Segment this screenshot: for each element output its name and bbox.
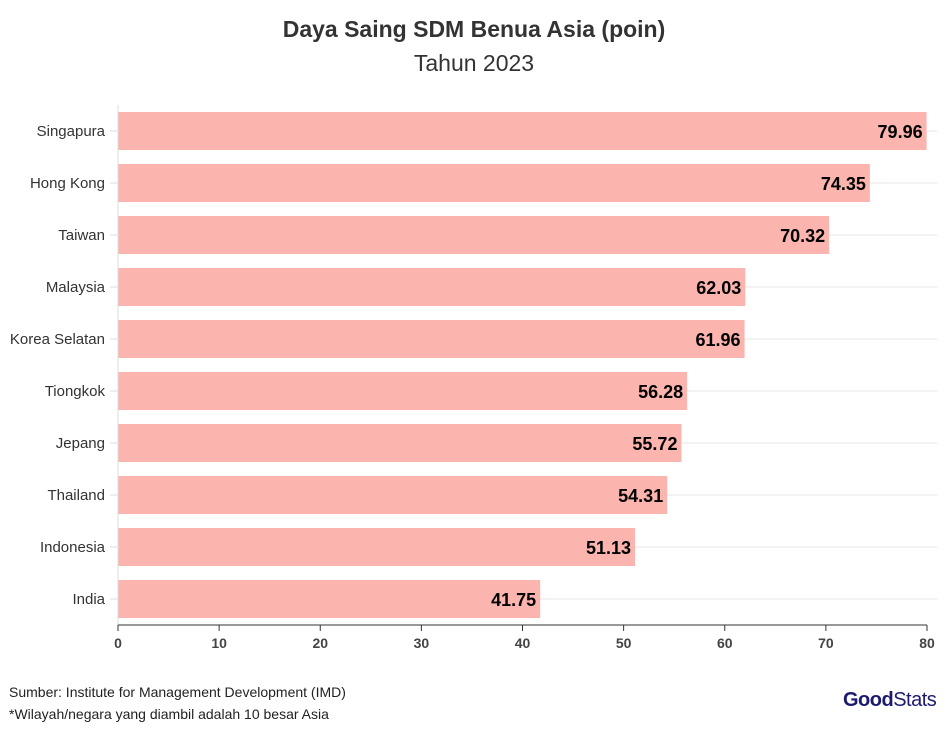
x-tick-label: 60	[717, 635, 733, 651]
category-label: Jepang	[56, 435, 105, 452]
category-label: Malaysia	[46, 279, 106, 296]
x-tick-label: 70	[818, 635, 834, 651]
value-label: 56.28	[638, 382, 683, 402]
bar	[118, 424, 682, 462]
bar	[118, 528, 636, 566]
value-label: 61.96	[696, 330, 741, 350]
category-label: Taiwan	[58, 227, 105, 244]
chart-subtitle: Tahun 2023	[413, 50, 535, 76]
logo-regular: Stats	[893, 689, 937, 711]
category-label: Singapura	[37, 123, 106, 140]
source-text: Sumber: Institute for Management Develop…	[9, 684, 346, 700]
value-label: 79.96	[878, 122, 923, 142]
x-tick-label: 10	[211, 635, 227, 651]
category-label: Tiongkok	[45, 383, 106, 400]
bar	[118, 372, 688, 410]
bar	[118, 320, 745, 358]
x-tick-label: 80	[919, 635, 935, 651]
category-label: Hong Kong	[30, 175, 105, 192]
x-tick-label: 20	[312, 635, 328, 651]
bar	[118, 112, 927, 150]
category-label: Indonesia	[40, 539, 106, 556]
category-label: India	[72, 591, 105, 608]
goodstats-logo: GoodStats	[843, 689, 937, 712]
bar	[118, 580, 541, 618]
bar	[118, 476, 668, 514]
x-tick-label: 50	[616, 635, 632, 651]
bar	[118, 268, 746, 306]
x-tick-label: 0	[114, 635, 122, 651]
value-label: 41.75	[491, 590, 536, 610]
note-text: *Wilayah/negara yang diambil adalah 10 b…	[9, 706, 329, 722]
value-label: 51.13	[586, 538, 631, 558]
value-label: 70.32	[780, 226, 825, 246]
bar	[118, 164, 870, 202]
value-label: 54.31	[618, 486, 663, 506]
value-label: 55.72	[632, 434, 677, 454]
x-tick-label: 30	[414, 635, 430, 651]
logo-bold: Good	[843, 689, 894, 711]
category-label: Thailand	[47, 487, 105, 504]
bar	[118, 216, 830, 254]
category-label: Korea Selatan	[10, 331, 105, 348]
chart-title: Daya Saing SDM Benua Asia (poin)	[282, 16, 666, 42]
value-label: 62.03	[696, 278, 741, 298]
footer: Sumber: Institute for Management Develop…	[9, 681, 346, 725]
value-label: 74.35	[821, 174, 866, 194]
x-tick-label: 40	[515, 635, 531, 651]
